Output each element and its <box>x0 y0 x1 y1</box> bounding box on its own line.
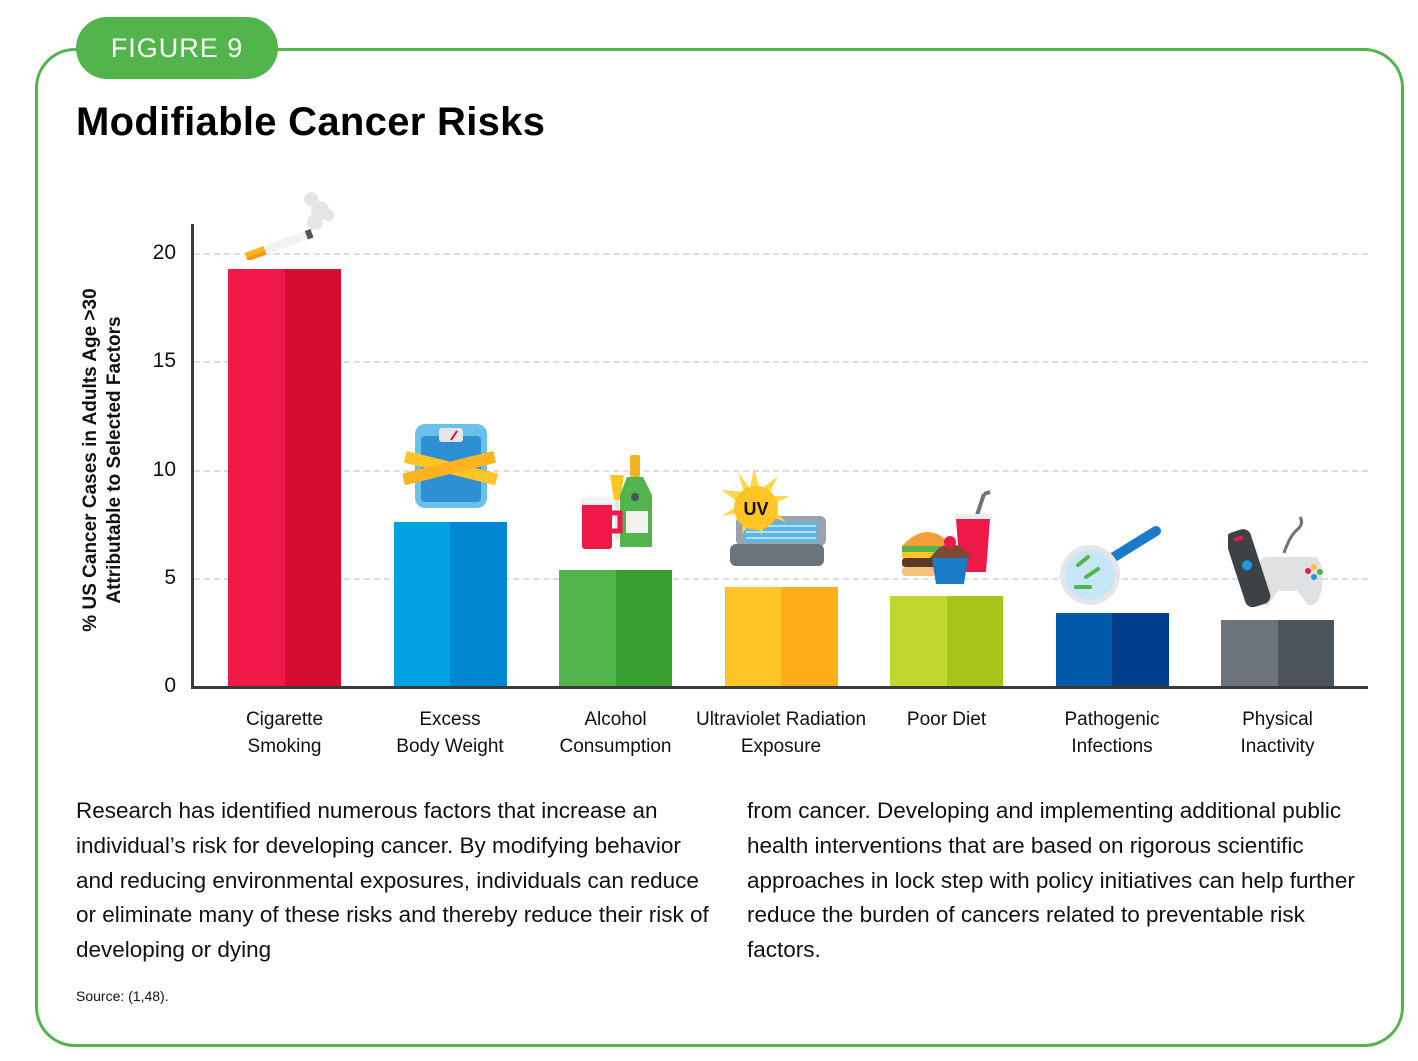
figure-badge: FIGURE 9 <box>76 17 278 79</box>
x-category-label-line: Cigarette <box>245 709 324 730</box>
body-text-column-1: Research has identified numerous factors… <box>76 798 709 963</box>
cigarette-icon <box>244 192 334 260</box>
x-category-label: Poor Diet <box>847 706 1047 733</box>
x-category-label: Alcohol Consumption <box>516 706 716 760</box>
y-axis-line <box>191 224 194 689</box>
uv-tanning-bed-icon: UV <box>722 468 826 566</box>
bar-ultraviolet-radiation-exposure <box>724 587 838 687</box>
figure-frame <box>35 48 1404 1047</box>
x-category-label: Cigarette Smoking <box>185 706 385 760</box>
x-category-label: Pathogenic Infections <box>1012 706 1212 760</box>
beer-champagne-icon <box>580 455 652 549</box>
bar-pathogenic-infections <box>1055 613 1169 687</box>
gridline <box>194 469 1368 472</box>
magnifier-bacteria-icon <box>1060 526 1161 605</box>
y-tick-label: 5 <box>164 565 176 589</box>
x-axis-line <box>191 686 1368 689</box>
x-category-label-line: Poor Diet <box>906 709 987 730</box>
y-tick-label: 10 <box>152 457 176 481</box>
burger-cupcake-soda-icon <box>902 490 992 584</box>
x-category-label-line: Infections <box>1071 736 1153 757</box>
gridline <box>194 253 1368 255</box>
x-category-label-line: Body Weight <box>396 736 504 757</box>
x-category-label-line: Inactivity <box>1240 736 1315 757</box>
y-tick-label: 20 <box>152 241 176 264</box>
x-category-label-line: Excess <box>419 709 481 730</box>
y-axis-label-line-1: % US Cancer Cases in Adults Age >30 <box>80 288 101 632</box>
source-note: Source: (1,48). <box>76 988 169 1004</box>
x-category-label-line: Pathogenic <box>1064 709 1160 730</box>
figure-title: Modifiable Cancer Risks <box>76 100 546 144</box>
x-category-label: Physical Inactivity <box>1178 706 1378 760</box>
scale-with-tape-measure-icon <box>403 424 498 508</box>
bar-alcohol-consumption <box>559 570 672 687</box>
bar-cigarette-smoking <box>228 269 341 687</box>
gridline <box>194 361 1368 364</box>
uv-text: UV <box>743 499 768 519</box>
body-text-column-2: from cancer. Developing and implementing… <box>747 798 1355 963</box>
x-category-label-line: Alcohol <box>584 709 647 730</box>
x-category-label-line: Exposure <box>740 736 822 757</box>
remote-gamepad-icon <box>1228 516 1323 608</box>
bar-physical-inactivity <box>1221 619 1334 687</box>
y-tick-label: 15 <box>152 349 176 373</box>
x-category-label-line: Smoking <box>247 736 322 757</box>
x-category-label: Excess Body Weight <box>350 706 550 760</box>
y-tick-label: 0 <box>164 674 176 697</box>
x-category-label-line: Physical <box>1242 709 1313 730</box>
x-category-label-line: Consumption <box>559 736 672 757</box>
bar-poor-diet <box>890 596 1003 687</box>
x-category-label-line: Ultraviolet Radiation <box>695 709 867 730</box>
bar-excess-body-weight <box>393 522 507 687</box>
gridline <box>194 577 1368 580</box>
x-category-label: Ultraviolet Radiation Exposure <box>681 706 881 760</box>
